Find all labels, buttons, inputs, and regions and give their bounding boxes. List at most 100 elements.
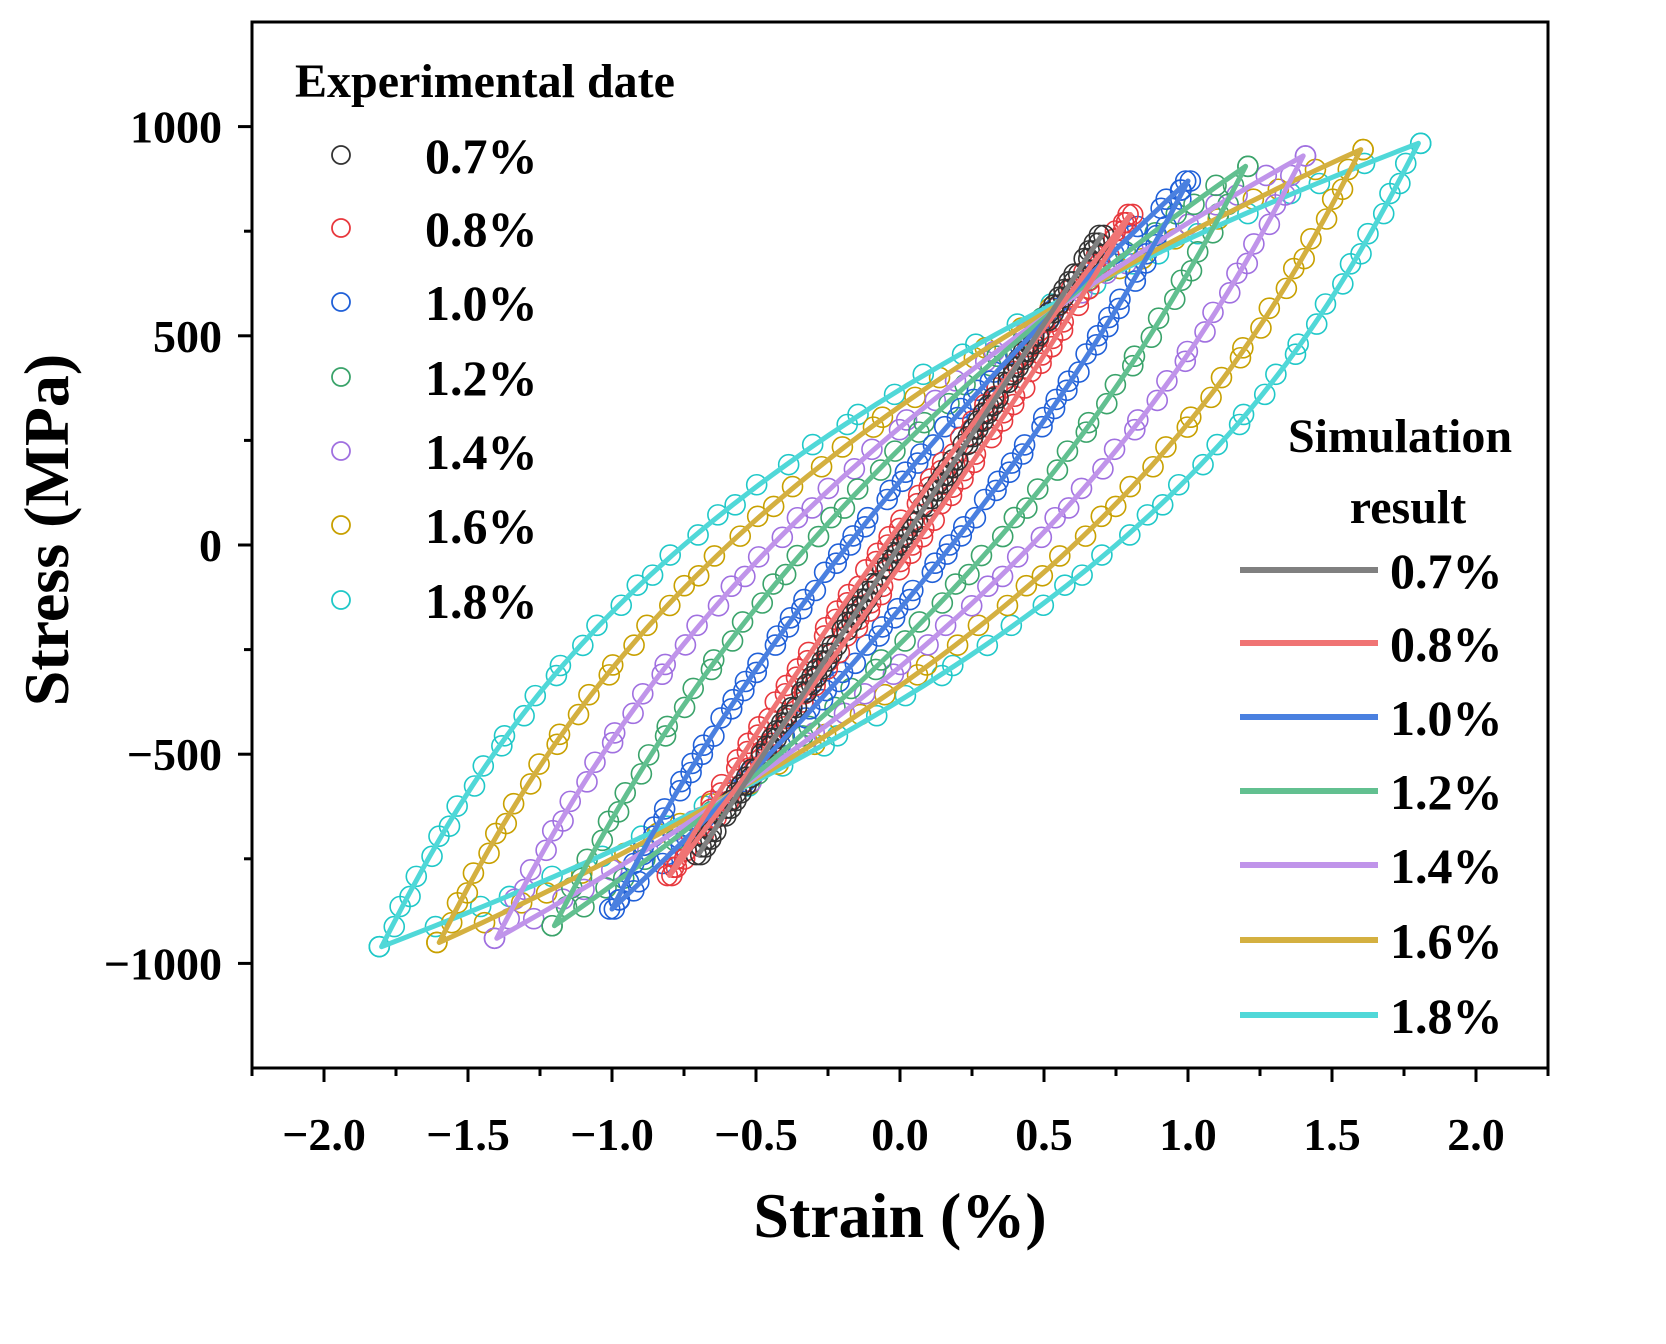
experimental-point (528, 753, 550, 775)
experimental-point (865, 704, 888, 727)
experimental-point (853, 682, 876, 705)
experimental-point (1305, 313, 1328, 335)
experimental-point (622, 702, 644, 725)
experimental-point (472, 755, 495, 777)
experimental-point (996, 594, 1019, 617)
experimental-point (912, 363, 935, 386)
legend-experimental-label: 1.0% (425, 275, 538, 331)
experimental-point (1176, 416, 1199, 438)
experimental-point (786, 506, 809, 529)
experimental-point (1167, 473, 1190, 496)
experimental-point (601, 731, 624, 754)
experimental-point (700, 658, 723, 681)
experimental-point (1229, 346, 1252, 369)
experimental-point (991, 565, 1014, 588)
experimental-point (1091, 544, 1113, 566)
experimental-point (630, 763, 653, 785)
experimental-point (1083, 232, 1106, 254)
experimental-point (952, 515, 975, 538)
legend-simulation-label: 1.0% (1390, 690, 1503, 746)
experimental-point (1026, 478, 1049, 500)
experimental-point (519, 773, 542, 795)
experimental-point (1179, 406, 1202, 429)
experimental-point (654, 653, 676, 676)
experimental-point (1194, 321, 1216, 343)
experimental-point (786, 544, 809, 567)
experimental-point (1124, 418, 1146, 441)
experimental-point (1210, 366, 1233, 389)
experimental-point (519, 859, 542, 881)
experimental-point (790, 597, 813, 620)
experimental-point (691, 743, 714, 766)
experimental-point (1070, 477, 1093, 500)
experimental-point (598, 664, 621, 686)
experimental-point (446, 795, 468, 817)
experimental-point (886, 597, 909, 620)
experimental-point (513, 878, 536, 901)
experimental-point (1315, 208, 1338, 230)
experimental-point (1308, 172, 1331, 195)
experimental-point (686, 614, 708, 637)
experimental-point (807, 525, 830, 548)
experimental-point (654, 725, 677, 747)
experimental-point (1253, 383, 1276, 406)
experimental-point (573, 895, 595, 918)
experimental-point (1176, 340, 1199, 363)
experimental-point (977, 575, 999, 598)
experimental-point (1218, 282, 1241, 304)
experimental-point (1409, 132, 1432, 155)
experimental-point (601, 654, 624, 676)
experimental-point (462, 862, 485, 884)
experimental-point (861, 572, 884, 595)
experimental-point (1282, 257, 1305, 280)
legend-experimental: Experimental date 0.7% 0.8% 1.0% 1.2% 1.4% 1.… (295, 55, 675, 629)
experimental-point (1123, 345, 1146, 367)
experimental-point (839, 534, 862, 556)
experimental-point (1074, 525, 1097, 547)
experimental-point (456, 882, 479, 904)
experimental-point (399, 885, 421, 908)
experimental-point (674, 634, 697, 656)
experimental-point (953, 459, 975, 482)
experimental-point (1163, 288, 1186, 311)
experimental-point (1103, 438, 1126, 461)
y-tick-label: −500 (127, 729, 222, 780)
experimental-point (1015, 574, 1038, 597)
experimental-point (1186, 240, 1209, 263)
experimental-point (891, 470, 914, 493)
experimental-point (631, 682, 654, 705)
experimental-point (766, 625, 789, 647)
experimental-point (546, 733, 568, 756)
experimental-point (1321, 188, 1344, 210)
experimental-point (992, 371, 1015, 394)
experimental-point (1011, 443, 1034, 465)
legend-simulation-label: 1.2% (1390, 764, 1503, 820)
experimental-point (572, 634, 594, 657)
experimental-point (825, 552, 848, 575)
experimental-point (913, 411, 935, 434)
experimental-point (1294, 145, 1317, 167)
experimental-point (916, 495, 939, 518)
experimental-point (1044, 506, 1066, 529)
experimental-point (894, 630, 916, 652)
experimental-point (1006, 546, 1029, 568)
experimental-point (473, 911, 496, 934)
x-tick-label: 0.5 (1015, 1109, 1073, 1160)
experimental-point (855, 634, 878, 656)
experimental-point (781, 475, 804, 498)
experimental-point (656, 715, 679, 738)
y-tick-label: 0 (199, 520, 222, 571)
experimental-point (1142, 455, 1164, 478)
experimental-point (595, 876, 617, 899)
experimental-point (694, 836, 717, 858)
experimental-point (1043, 397, 1066, 420)
experimental-point (982, 387, 1005, 409)
experimental-point (689, 843, 712, 866)
experimental-point (825, 608, 847, 631)
experimental-point (1287, 333, 1309, 355)
experimental-point (502, 792, 525, 815)
experimental-point (1136, 504, 1159, 526)
legend-experimental-marker-icon (331, 367, 351, 387)
experimental-point (977, 394, 1000, 417)
